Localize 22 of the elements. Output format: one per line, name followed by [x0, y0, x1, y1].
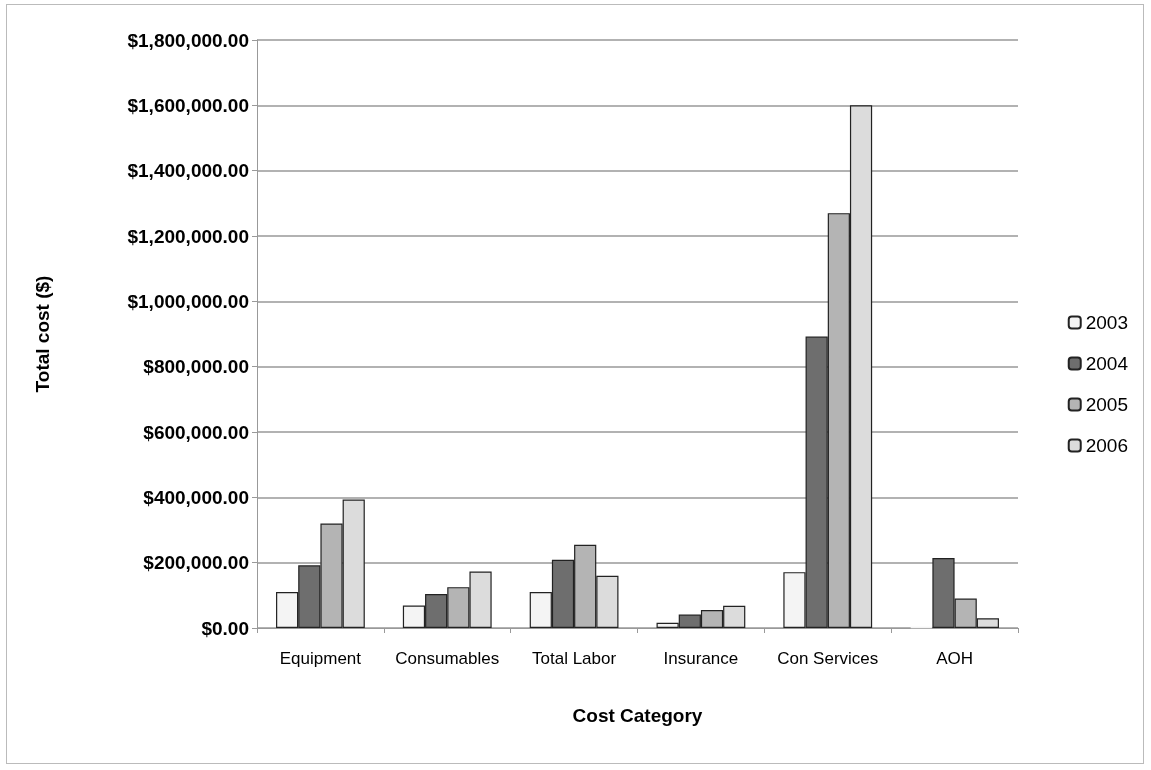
x-tick-label: Total Labor: [532, 649, 617, 668]
y-tick-label: $1,600,000.00: [127, 94, 249, 116]
legend-label: 2006: [1085, 435, 1129, 456]
x-tick-label: AOH: [936, 649, 974, 668]
legend-label: 2004: [1085, 353, 1129, 374]
x-tick-label: Insurance: [663, 649, 739, 668]
y-tick-label: $0.00: [201, 617, 249, 639]
y-tick-label: $600,000.00: [143, 421, 249, 443]
y-tick-label: $1,200,000.00: [127, 225, 249, 247]
y-axis-title: Total cost ($): [32, 275, 53, 393]
x-axis-title: Cost Category: [572, 705, 703, 726]
y-tick-label: $200,000.00: [143, 552, 249, 574]
x-tick-label: Consumables: [395, 649, 500, 668]
legend-label: 2005: [1085, 394, 1129, 415]
y-tick-label: $400,000.00: [143, 486, 249, 508]
y-tick-label: $800,000.00: [143, 356, 249, 378]
y-tick-label: $1,400,000.00: [127, 160, 249, 182]
y-tick-label: $1,800,000.00: [127, 29, 249, 51]
x-tick-label: Con Services: [777, 649, 879, 668]
y-tick-label: $1,000,000.00: [127, 290, 249, 312]
x-tick-label: Equipment: [279, 649, 362, 668]
legend-label: 2003: [1085, 312, 1129, 333]
